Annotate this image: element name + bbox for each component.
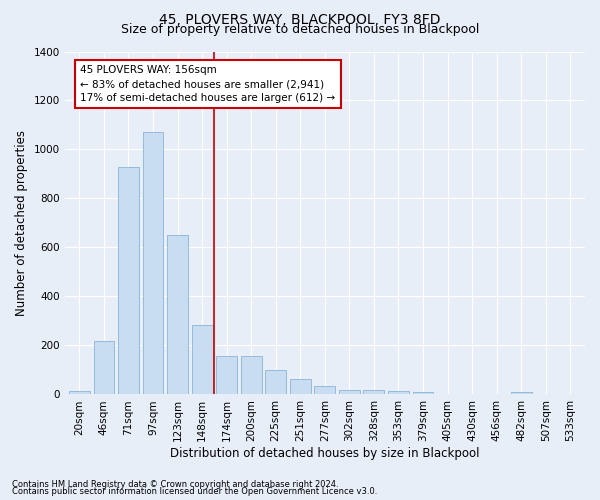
Bar xyxy=(364,390,385,394)
Bar xyxy=(511,392,532,394)
Bar xyxy=(118,166,139,394)
Text: Contains HM Land Registry data © Crown copyright and database right 2024.: Contains HM Land Registry data © Crown c… xyxy=(12,480,338,489)
Bar xyxy=(69,391,90,394)
Bar xyxy=(388,391,409,394)
Bar xyxy=(94,340,115,394)
Y-axis label: Number of detached properties: Number of detached properties xyxy=(15,130,28,316)
Bar xyxy=(216,356,237,395)
X-axis label: Distribution of detached houses by size in Blackpool: Distribution of detached houses by size … xyxy=(170,447,479,460)
Bar xyxy=(290,378,311,394)
Text: 45, PLOVERS WAY, BLACKPOOL, FY3 8FD: 45, PLOVERS WAY, BLACKPOOL, FY3 8FD xyxy=(159,12,441,26)
Text: 45 PLOVERS WAY: 156sqm
← 83% of detached houses are smaller (2,941)
17% of semi-: 45 PLOVERS WAY: 156sqm ← 83% of detached… xyxy=(80,65,335,103)
Bar xyxy=(143,132,163,394)
Text: Size of property relative to detached houses in Blackpool: Size of property relative to detached ho… xyxy=(121,22,479,36)
Bar xyxy=(413,392,433,394)
Bar xyxy=(339,390,360,394)
Bar xyxy=(241,356,262,395)
Text: Contains public sector information licensed under the Open Government Licence v3: Contains public sector information licen… xyxy=(12,488,377,496)
Bar xyxy=(314,386,335,394)
Bar xyxy=(167,235,188,394)
Bar xyxy=(191,324,212,394)
Bar xyxy=(265,370,286,394)
